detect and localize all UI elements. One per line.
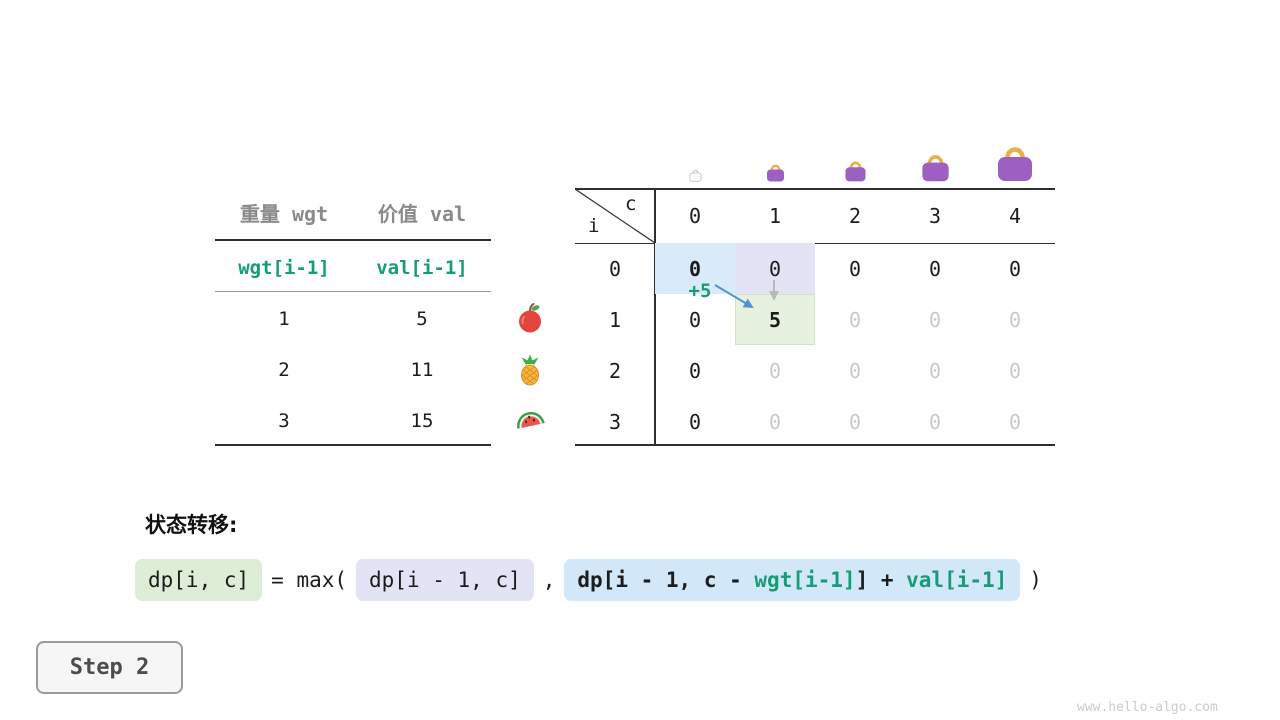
dp-row-header: 0 — [608, 256, 622, 281]
formula-var-segment: wgt[i-1] — [754, 568, 856, 592]
item-value: 11 — [410, 358, 434, 381]
value-col-header: 价值 val — [377, 201, 467, 226]
formula-text-segment: ] + — [855, 568, 907, 592]
dp-cell: 0 — [1008, 307, 1022, 332]
apple-icon — [514, 302, 546, 334]
table-divider — [215, 291, 491, 292]
item-weight: 3 — [278, 409, 290, 432]
table-divider — [215, 444, 491, 446]
item-weight: 1 — [278, 307, 290, 330]
dp-cell: 0 — [928, 307, 942, 332]
pineapple-icon — [514, 354, 546, 386]
val-var-label: val[i-1] — [376, 257, 468, 279]
item-weight: 2 — [278, 358, 290, 381]
dp-row-header: 2 — [608, 358, 622, 383]
bag-medium-icon — [843, 156, 868, 182]
dp-bottom-border — [575, 444, 1055, 446]
dp-cell: 0 — [768, 358, 782, 383]
dp-cell: 0 — [1008, 358, 1022, 383]
item-row: 3 15 — [215, 395, 491, 446]
dp-col-header: 2 — [848, 203, 862, 228]
dp-cell: 0 — [848, 307, 862, 332]
dp-cell: 0 — [688, 358, 702, 383]
corner-row-var: i — [588, 215, 600, 237]
dp-cell: 5 — [735, 294, 815, 345]
items-table-var-row: wgt[i-1] val[i-1] — [215, 245, 491, 291]
bag-large-icon — [919, 148, 952, 182]
bag-small-icon — [765, 160, 786, 182]
formula-var-segment: val[i-1] — [906, 568, 1008, 592]
formula-option1-pill: dp[i - 1, c] — [356, 559, 534, 601]
item-value: 5 — [416, 307, 428, 330]
dp-col-header: 1 — [768, 203, 782, 228]
item-value: 15 — [410, 409, 434, 432]
dp-cell: 0 — [768, 409, 782, 434]
formula-close-paren: ) — [1029, 568, 1042, 592]
dp-cell: 0 — [1008, 256, 1022, 281]
transition-formula: dp[i, c] = max( dp[i - 1, c] , dp[i - 1,… — [135, 559, 1042, 601]
plus-value-annotation: +5 — [688, 280, 712, 302]
items-table: 重量 wgt 价值 val wgt[i-1] val[i-1] 1 5 2 11 3 15 — [215, 190, 491, 452]
formula-lhs-pill: dp[i, c] — [135, 559, 263, 601]
watermelon-icon — [514, 405, 546, 437]
bag-xlarge-icon — [994, 138, 1036, 182]
wgt-var-label: wgt[i-1] — [238, 257, 330, 279]
weight-col-header: 重量 wgt — [239, 201, 329, 226]
bag-empty-icon — [688, 166, 703, 182]
dp-vertical-line — [654, 188, 656, 446]
dp-row-header: 3 — [608, 409, 622, 434]
formula-max-open: = max( — [271, 568, 348, 592]
corner-diagonal-line — [575, 188, 655, 244]
dp-cell: 0 — [848, 358, 862, 383]
corner-col-var: c — [625, 193, 637, 215]
dp-cell: 0 — [848, 409, 862, 434]
dp-col-header: 3 — [928, 203, 942, 228]
dp-col-header: 4 — [1008, 203, 1022, 228]
formula-option2-pill: dp[i - 1, c - wgt[i-1]] + val[i-1] — [564, 559, 1021, 601]
dp-cell: 0 — [735, 243, 815, 294]
item-row: 2 11 — [215, 344, 491, 395]
dp-cell: 0 — [688, 307, 702, 332]
transition-heading: 状态转移: — [145, 513, 238, 537]
formula-comma: , — [542, 568, 556, 592]
dp-top-border — [575, 188, 1055, 190]
dp-cell: 0 — [928, 358, 942, 383]
dp-header-underline — [575, 243, 1055, 244]
dp-cell: 0 — [1008, 409, 1022, 434]
step-badge: Step 2 — [36, 641, 183, 694]
items-table-header: 重量 wgt 价值 val — [215, 190, 491, 234]
formula-text-segment: dp[i - 1, c - — [577, 568, 755, 592]
dp-col-header: 0 — [688, 203, 702, 228]
dp-cell: 0 — [928, 409, 942, 434]
dp-cell: 0 — [928, 256, 942, 281]
dp-row-header: 1 — [608, 307, 622, 332]
dp-cell: 0 — [688, 409, 702, 434]
table-divider — [215, 239, 491, 241]
dp-cell: 0 — [848, 256, 862, 281]
watermark: www.hello-algo.com — [1077, 700, 1218, 715]
